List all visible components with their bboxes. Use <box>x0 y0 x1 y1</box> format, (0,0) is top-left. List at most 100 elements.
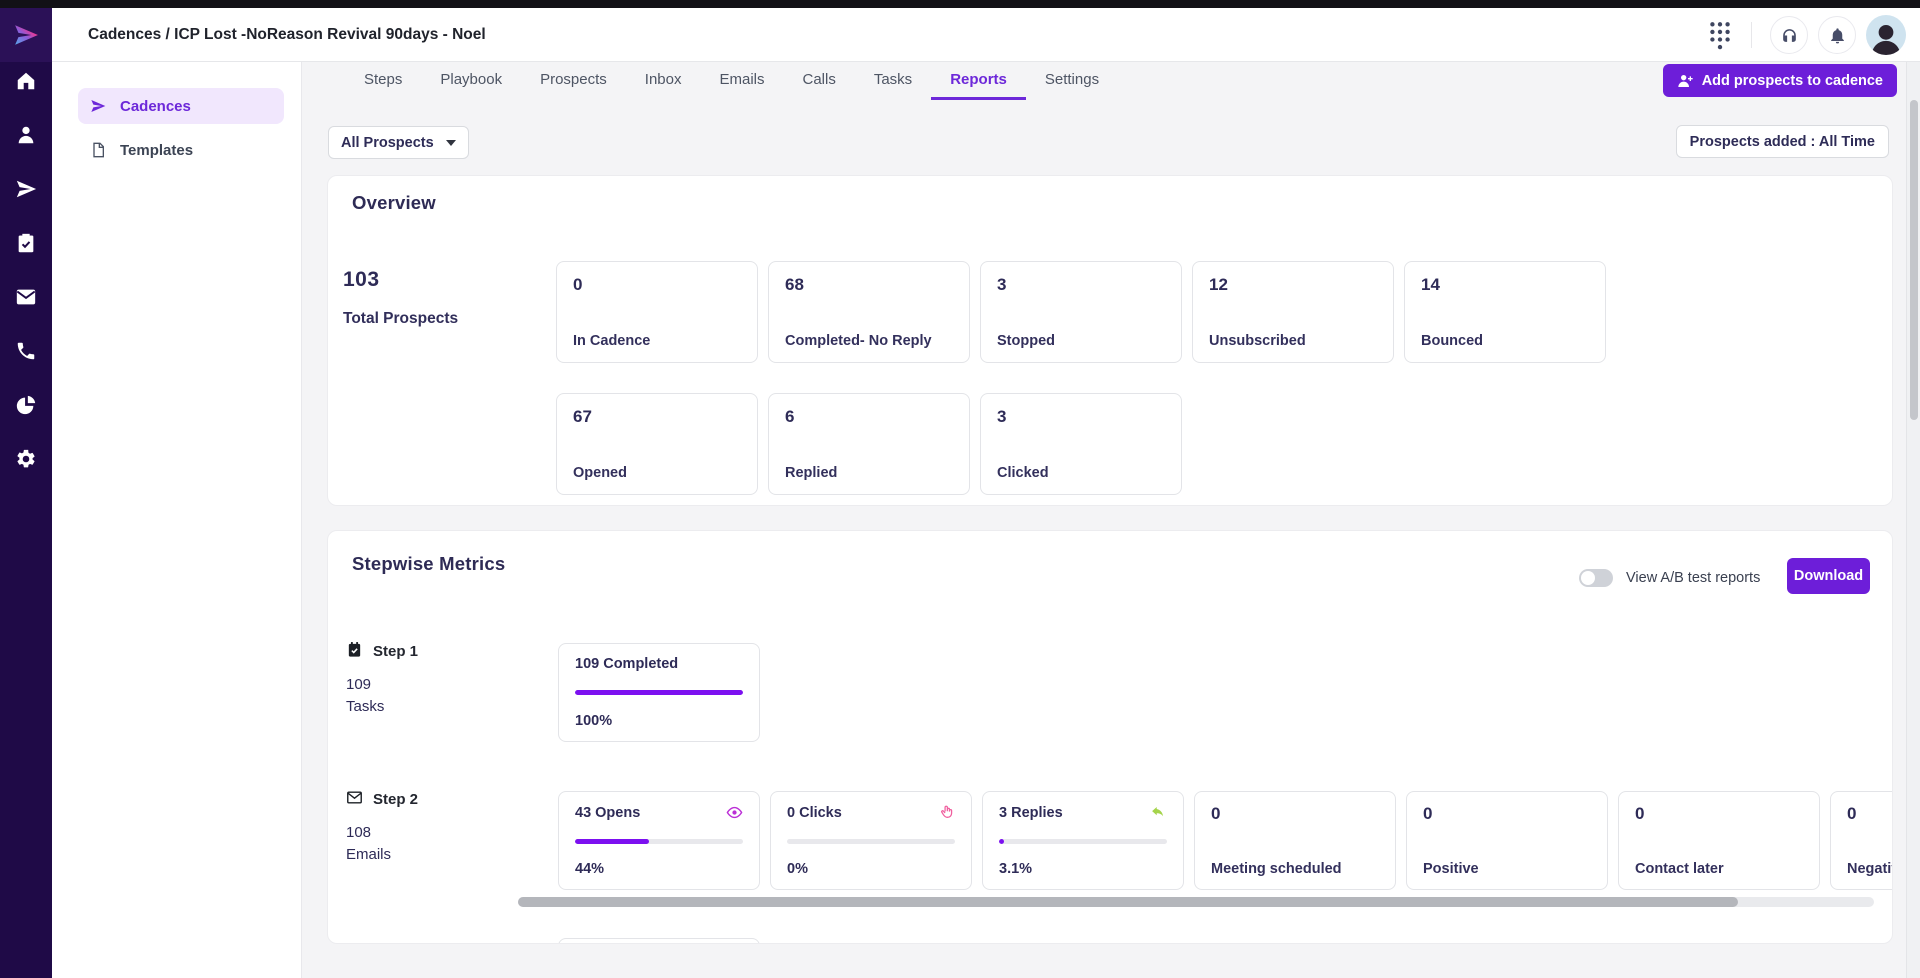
prospects-added-filter[interactable]: Prospects added : All Time <box>1676 125 1889 158</box>
tab-prospects[interactable]: Prospects <box>521 62 626 100</box>
next-step-card-partial <box>558 938 760 944</box>
stat-value: 14 <box>1421 275 1589 295</box>
metric-label: 109 Completed <box>575 656 678 672</box>
step-label-1: Step 1 109 Tasks <box>346 641 546 715</box>
horizontal-scrollbar[interactable] <box>518 897 1874 907</box>
bell-icon[interactable] <box>1818 16 1856 54</box>
cadence-icon[interactable] <box>15 178 37 200</box>
stat-label: Completed- No Reply <box>785 333 953 349</box>
calendar-check-icon <box>346 641 363 662</box>
metric-card: 43 Opens 44% <box>558 791 760 890</box>
metric-value: 0 <box>1423 804 1432 824</box>
tab-playbook[interactable]: Playbook <box>421 62 521 100</box>
stat-value: 0 <box>573 275 741 295</box>
home-icon[interactable] <box>15 70 37 92</box>
metric-label: 0 Clicks <box>787 805 842 821</box>
breadcrumb-title: Cadences / ICP Lost -NoReason Revival 90… <box>88 8 486 62</box>
stat-value: 12 <box>1209 275 1377 295</box>
headset-icon[interactable] <box>1770 16 1808 54</box>
stepwise-metrics-panel: Stepwise Metrics View A/B test reports D… <box>327 530 1893 944</box>
metric-card: 0 Clicks 0% <box>770 791 972 890</box>
metric-card: 3 Replies 3.1% <box>982 791 1184 890</box>
sidebar-item-label: Templates <box>120 142 193 159</box>
stat-label: Replied <box>785 465 953 481</box>
divider <box>1751 22 1752 48</box>
vertical-scrollbar[interactable] <box>1906 62 1920 978</box>
metric-percent: 44% <box>575 861 743 877</box>
stat-value: 68 <box>785 275 953 295</box>
app-logo[interactable] <box>0 8 52 62</box>
metric-card: 0 Contact later <box>1618 791 1820 890</box>
ab-test-toggle-label: View A/B test reports <box>1626 562 1760 594</box>
tab-settings[interactable]: Settings <box>1026 62 1118 100</box>
step-unit: Emails <box>346 846 546 863</box>
metric-card: 0 Positive <box>1406 791 1608 890</box>
browser-strip <box>0 0 1920 8</box>
tab-reports[interactable]: Reports <box>931 62 1026 100</box>
person-add-icon <box>1677 73 1693 89</box>
tab-inbox[interactable]: Inbox <box>626 62 701 100</box>
metric-percent: 3.1% <box>999 861 1167 877</box>
step-unit: Tasks <box>346 698 546 715</box>
topbar: Cadences / ICP Lost -NoReason Revival 90… <box>52 8 1920 62</box>
progress-bar <box>999 839 1167 844</box>
metric-percent: 100% <box>575 713 743 729</box>
overview-cards-row-1: 0 In Cadence 68 Completed- No Reply 3 St… <box>556 261 1606 363</box>
stat-value: 6 <box>785 407 953 427</box>
step-count: 108 <box>346 824 546 841</box>
prospects-icon[interactable] <box>15 124 37 146</box>
reply-icon <box>1150 804 1167 821</box>
secondary-sidebar: Cadences Templates <box>52 62 302 978</box>
dialpad-icon[interactable] <box>1707 22 1733 48</box>
tab-emails[interactable]: Emails <box>700 62 783 100</box>
metric-label: Contact later <box>1635 861 1803 877</box>
app-window: Cadences / ICP Lost -NoReason Revival 90… <box>0 0 1920 978</box>
stat-label: In Cadence <box>573 333 741 349</box>
progress-bar <box>787 839 955 844</box>
metric-card: 0 Meeting scheduled <box>1194 791 1396 890</box>
tab-calls[interactable]: Calls <box>784 62 855 100</box>
cadence-icon <box>90 98 106 114</box>
metric-value: 0 <box>1211 804 1220 824</box>
stat-card: 12 Unsubscribed <box>1192 261 1394 363</box>
stat-label: Unsubscribed <box>1209 333 1377 349</box>
overview-title: Overview <box>352 192 436 214</box>
metric-label: Positive <box>1423 861 1591 877</box>
sidebar-item-label: Cadences <box>120 98 191 115</box>
tab-steps[interactable]: Steps <box>345 62 421 100</box>
template-icon <box>90 142 106 158</box>
horizontal-scrollbar-thumb[interactable] <box>518 897 1738 907</box>
stat-card: 67 Opened <box>556 393 758 495</box>
download-button[interactable]: Download <box>1787 558 1870 594</box>
step-name: Step 1 <box>373 643 418 660</box>
metric-percent: 0% <box>787 861 955 877</box>
reports-icon[interactable] <box>15 394 37 416</box>
stat-card: 6 Replied <box>768 393 970 495</box>
sidebar-item-templates[interactable]: Templates <box>78 132 284 168</box>
step-count: 109 <box>346 676 546 693</box>
settings-icon[interactable] <box>15 448 37 470</box>
add-prospects-button[interactable]: Add prospects to cadence <box>1663 64 1897 97</box>
overview-cards-row-2: 67 Opened 6 Replied 3 Clicked <box>556 393 1182 495</box>
metric-label: 3 Replies <box>999 805 1063 821</box>
step-1-metrics-row: 109 Completed 100% <box>558 643 760 742</box>
vertical-scrollbar-thumb[interactable] <box>1910 100 1918 420</box>
tab-tasks[interactable]: Tasks <box>855 62 931 100</box>
user-avatar[interactable] <box>1866 15 1906 55</box>
total-prospects-value: 103 <box>343 268 458 292</box>
mail-icon[interactable] <box>15 286 37 308</box>
prospects-filter-dropdown[interactable]: All Prospects <box>328 126 469 159</box>
topbar-actions <box>1707 8 1906 62</box>
metric-value: 0 <box>1847 804 1856 824</box>
ab-test-toggle[interactable] <box>1579 569 1613 587</box>
primary-sidebar <box>0 8 52 978</box>
tasks-icon[interactable] <box>15 232 37 254</box>
phone-icon[interactable] <box>15 340 37 362</box>
toggle-knob <box>1581 571 1595 585</box>
overview-panel: Overview 103 Total Prospects 0 In Cadenc… <box>327 175 1893 506</box>
stat-card: 0 In Cadence <box>556 261 758 363</box>
sidebar-item-cadences[interactable]: Cadences <box>78 88 284 124</box>
stat-card: 14 Bounced <box>1404 261 1606 363</box>
stat-label: Clicked <box>997 465 1165 481</box>
metric-value: 0 <box>1635 804 1644 824</box>
